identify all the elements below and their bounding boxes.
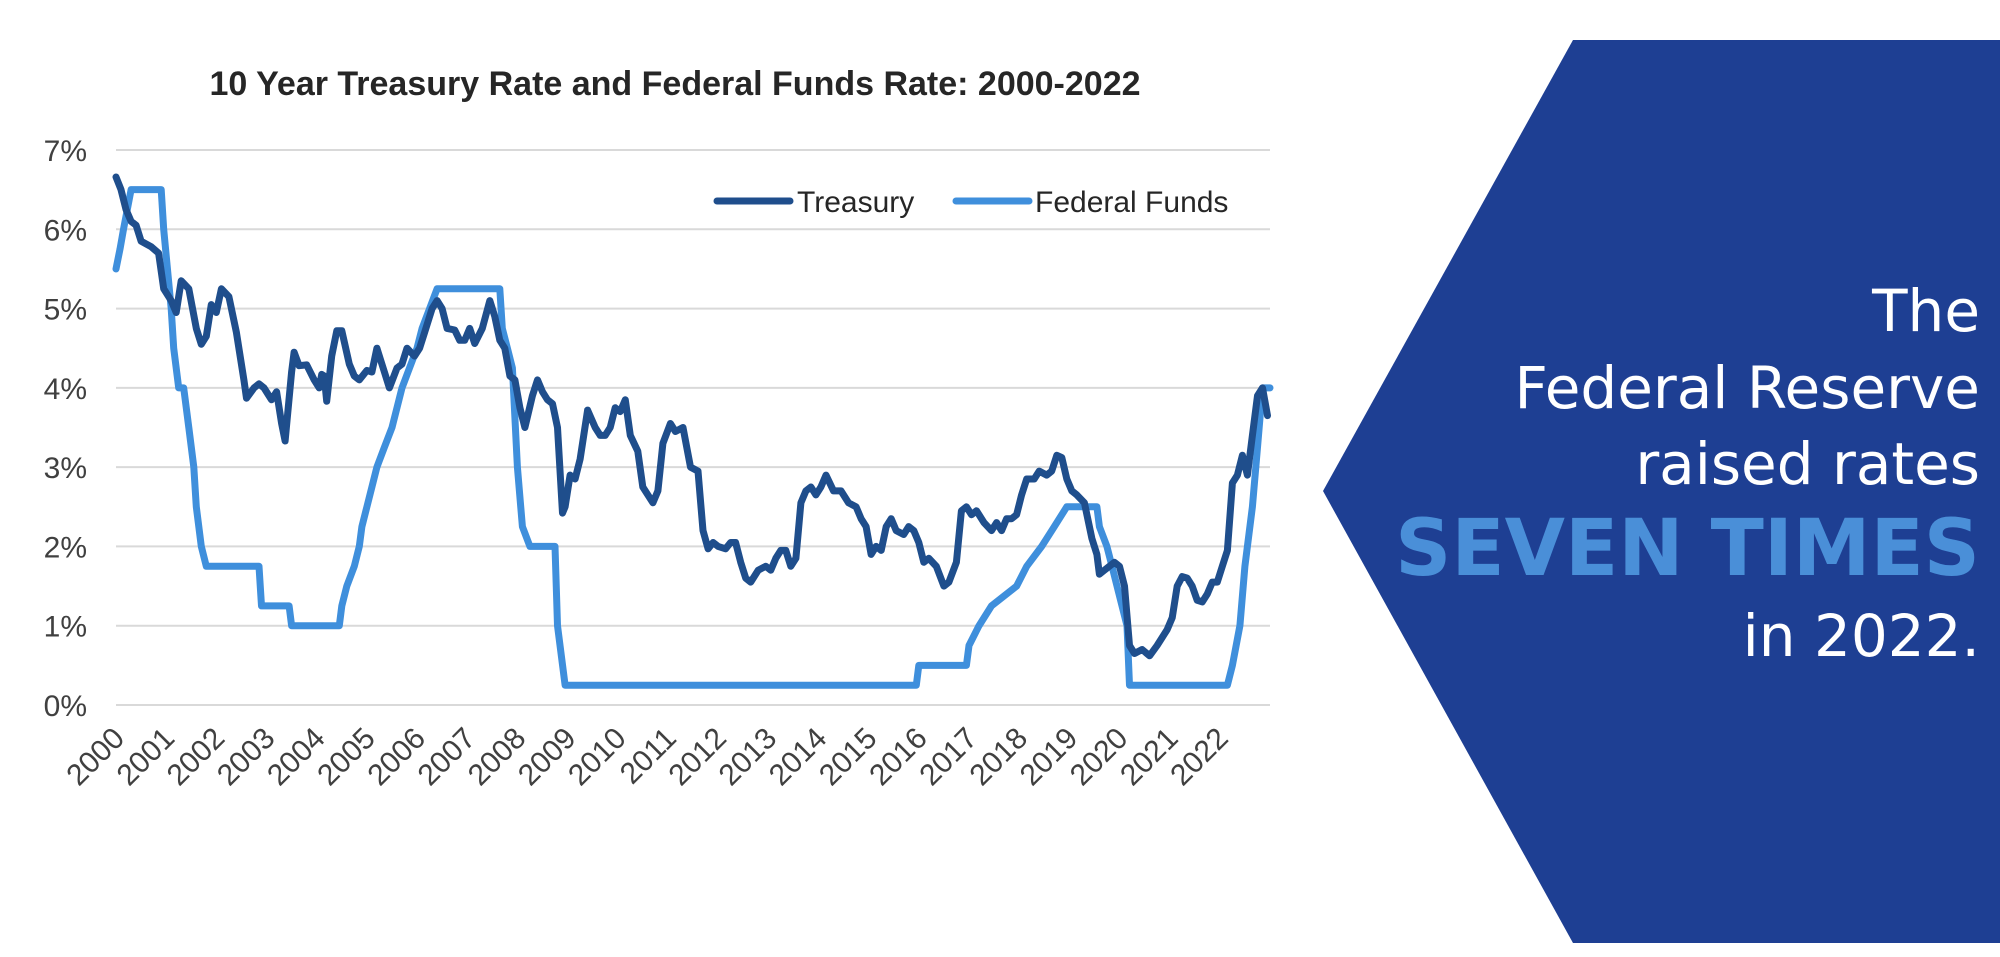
x-tick-label: 2021 [1114,722,1185,793]
y-tick-label: 6% [44,214,87,247]
y-tick-label: 4% [44,373,87,406]
x-tick-label: 2014 [763,722,834,793]
callout-line-in-2022: in 2022. [1743,602,1980,670]
x-tick-label: 2020 [1064,722,1135,793]
callout-panel: The Federal Reserve raised rates SEVEN T… [1323,40,2000,943]
x-tick-label: 2007 [412,722,483,793]
y-tick-label: 2% [44,531,87,564]
x-tick-label: 2015 [813,722,884,793]
x-tick-label: 2018 [964,722,1035,793]
callout-line-the: The [1871,277,1980,345]
x-tick-label: 2004 [261,722,332,793]
x-tick-label: 2003 [211,722,282,793]
x-tick-label: 2022 [1164,722,1235,793]
x-tick-label: 2000 [60,722,131,793]
callout-line-raised-rates: raised rates [1635,430,1980,498]
legend-label-treasury: Treasury [797,186,914,219]
callout-background [1323,40,2000,943]
series-line-federal-funds [112,186,1274,689]
y-tick-label: 1% [44,611,87,644]
callout-line-federal-reserve: Federal Reserve [1515,354,1980,422]
x-tick-label: 2016 [863,722,934,793]
x-tick-label: 2005 [311,722,382,793]
x-tick-label: 2009 [512,722,583,793]
y-tick-label: 7% [44,135,87,168]
x-tick-label: 2001 [111,722,182,793]
x-tick-label: 2002 [161,722,232,793]
y-tick-label: 0% [44,690,87,723]
y-tick-label: 3% [44,452,87,485]
x-tick-label: 2012 [663,722,734,793]
x-tick-label: 2017 [913,722,984,793]
series-line-treasury [112,173,1271,660]
legend: Treasury Federal Funds [713,186,1228,219]
x-tick-label: 2006 [361,722,432,793]
y-axis-ticks: 0% 1% 2% 3% 4% 5% 6% 7% [44,135,87,723]
x-tick-label: 2008 [462,722,533,793]
x-tick-label: 2019 [1014,722,1085,793]
x-axis-ticks: 2000200120022003200420052006200720082009… [60,722,1234,793]
legend-label-federal-funds: Federal Funds [1035,186,1228,219]
x-tick-label: 2013 [713,722,784,793]
y-tick-label: 5% [44,294,87,327]
x-tick-label: 2010 [562,722,633,793]
callout-emphasis: SEVEN TIMES [1395,504,1980,594]
chart-title: 10 Year Treasury Rate and Federal Funds … [209,65,1140,103]
series-lines [112,173,1274,689]
